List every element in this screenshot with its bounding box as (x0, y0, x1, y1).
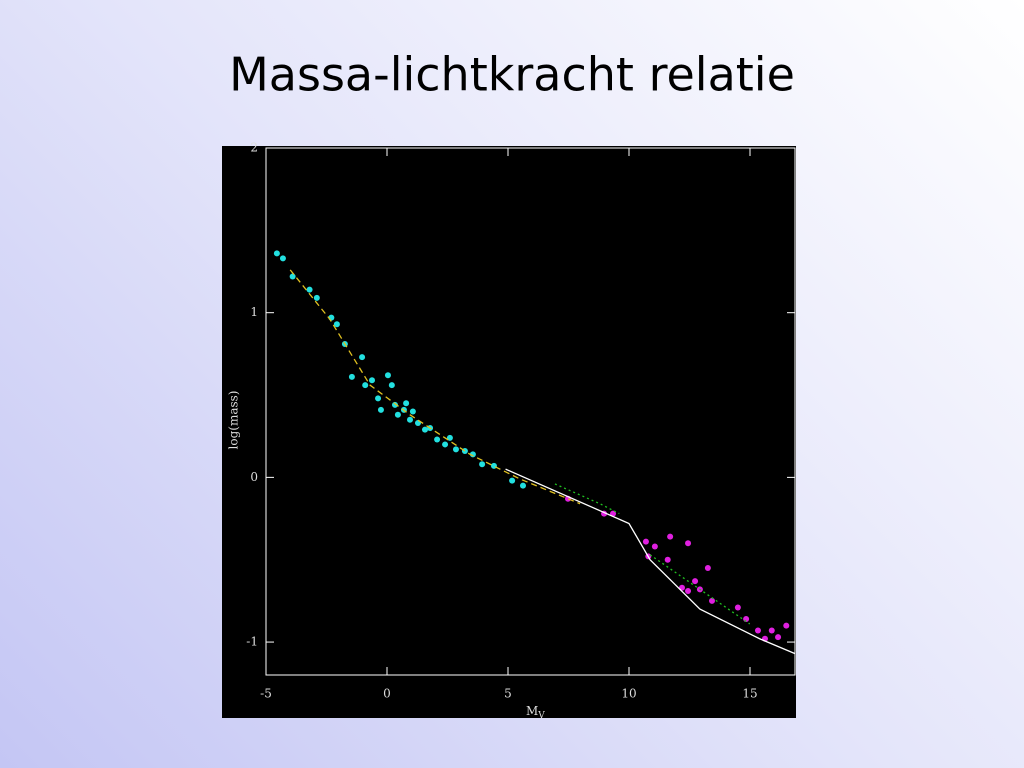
x-axis-label: MV (526, 704, 545, 721)
x-tick-label: 0 (383, 687, 391, 701)
y-tick-label: -1 (246, 635, 258, 649)
data-point (434, 436, 441, 443)
data-point (368, 377, 375, 384)
x-axis-label-subscript: V (537, 711, 545, 721)
plot-frame (265, 147, 796, 676)
x-tick-label: 10 (621, 687, 636, 701)
data-point (391, 401, 398, 408)
data-point (775, 634, 782, 641)
data-point (384, 372, 391, 379)
x-tick-label: 5 (504, 687, 512, 701)
data-point (421, 426, 428, 433)
model-line (505, 468, 796, 655)
x-tick-label: -5 (260, 687, 272, 701)
data-point (359, 354, 366, 361)
data-point (509, 477, 516, 484)
data-point (375, 395, 382, 402)
model-line (649, 554, 751, 625)
data-point (403, 400, 410, 407)
data-point (708, 597, 715, 604)
data-point (783, 622, 790, 629)
model-line (289, 269, 581, 505)
data-point (685, 588, 692, 595)
plot-background (222, 146, 796, 718)
x-axis-label-main: M (526, 704, 538, 718)
y-tick-label: 1 (250, 305, 258, 319)
data-point (704, 564, 711, 571)
data-point (273, 250, 280, 257)
y-tick-label: 0 (250, 470, 258, 484)
data-point (667, 533, 674, 540)
data-point (479, 461, 486, 468)
data-point (692, 578, 699, 585)
data-point (362, 382, 369, 389)
data-point (664, 556, 671, 563)
data-point (313, 294, 320, 301)
data-point (469, 451, 476, 458)
data-point (734, 604, 741, 611)
plot: -5 0 5 10 15 -1 0 1 2 (246, 141, 796, 701)
data-point (768, 627, 775, 634)
data-point (409, 408, 416, 415)
model-line (554, 483, 620, 515)
data-point (388, 382, 395, 389)
slide-title: Massa-lichtkracht relatie (229, 48, 795, 102)
x-tick-label: 15 (742, 687, 757, 701)
data-point (452, 446, 459, 453)
data-point (348, 373, 355, 380)
data-point (754, 627, 761, 634)
data-point (685, 540, 692, 547)
data-point (289, 273, 296, 280)
data-point (377, 406, 384, 413)
y-tick-label: 2 (250, 141, 258, 155)
data-point (651, 543, 658, 550)
data-point (490, 462, 497, 469)
data-point (279, 255, 286, 262)
data-point (394, 411, 401, 418)
data-point (442, 441, 449, 448)
data-point (642, 538, 649, 545)
data-point (406, 416, 413, 423)
data-point (519, 482, 526, 489)
y-axis-label: log(mass) (227, 391, 241, 450)
data-point (333, 321, 340, 328)
data-point (306, 286, 313, 293)
